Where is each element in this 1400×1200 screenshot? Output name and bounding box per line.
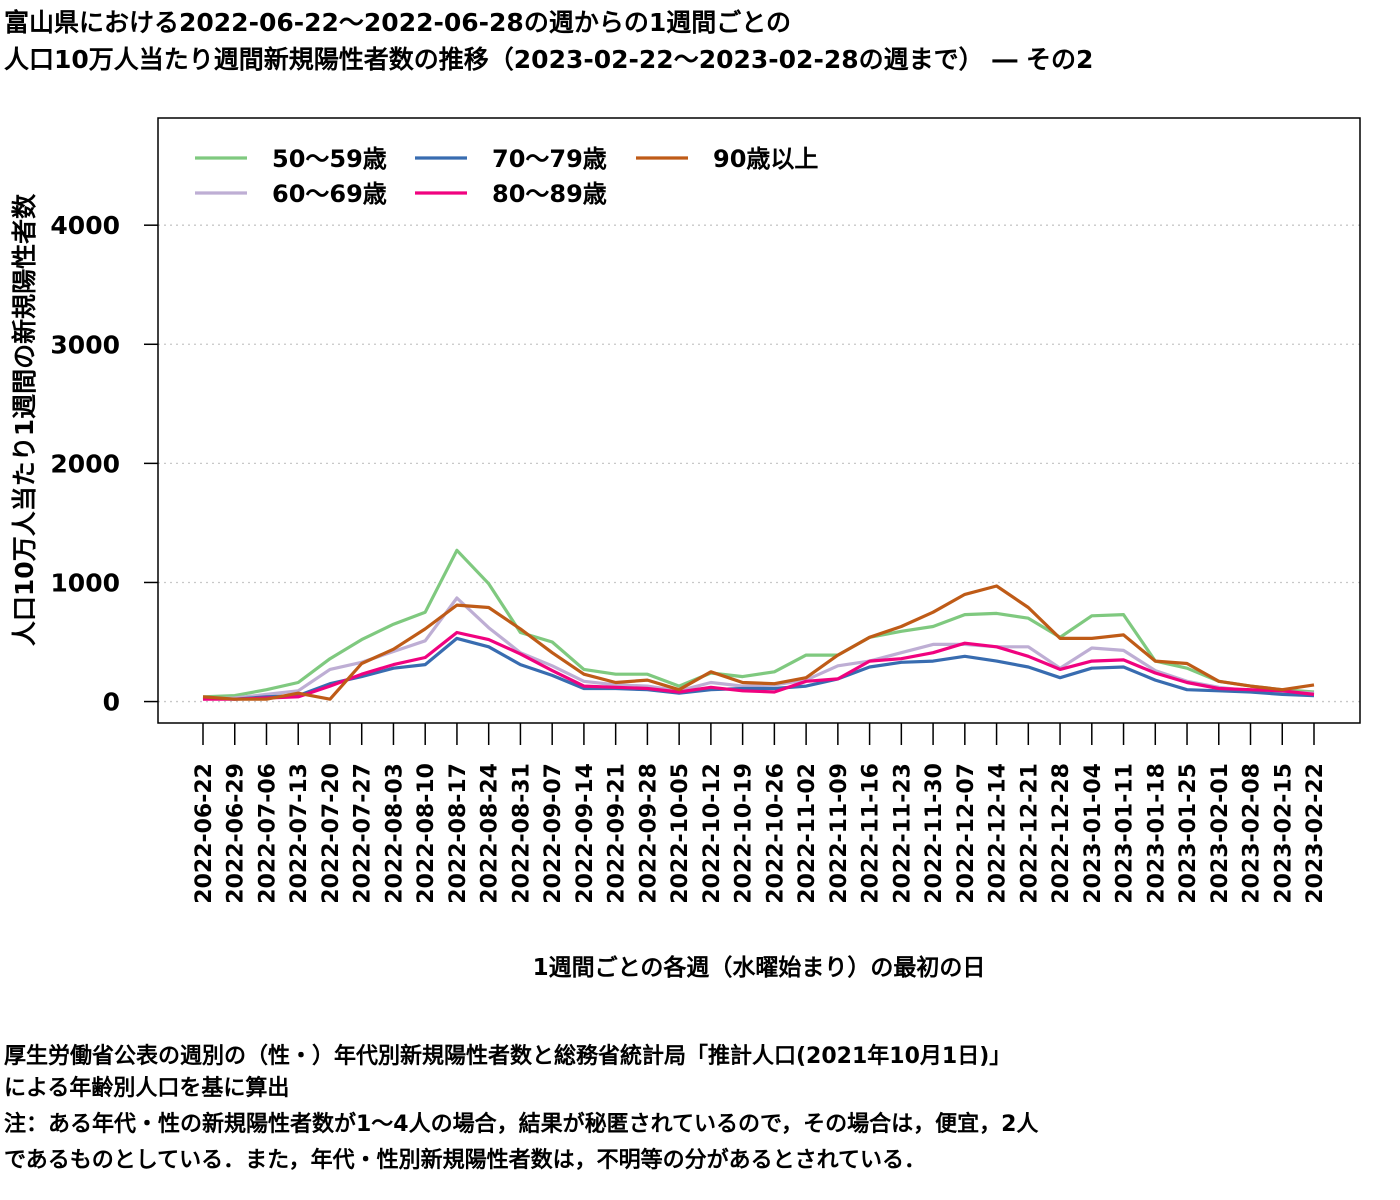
series-line	[202, 548, 1315, 699]
x-tick-label: 2022-07-13	[287, 763, 312, 904]
x-tick-label: 2022-12-07	[954, 763, 979, 904]
y-tick-label: 2000	[50, 449, 120, 478]
chart-title-line2: 人口10万人当たり週間新規陽性者数の推移（2023-02-22〜2023-02-…	[4, 45, 1094, 74]
x-tick-label: 2022-11-23	[890, 763, 915, 904]
x-axis: 2022-06-22 2022-06-29 2022-07-06 2022-07-13…	[192, 723, 1328, 904]
y-tick-label: 0	[103, 688, 120, 717]
x-tick-label: 2023-02-15	[1271, 763, 1296, 904]
x-tick-label: 2022-11-30	[922, 763, 947, 904]
x-tick-label: 2023-01-25	[1176, 763, 1201, 904]
x-tick-label: 2022-11-09	[827, 763, 852, 904]
x-tick-label: 2022-09-28	[636, 763, 661, 904]
plot-border	[157, 117, 1361, 724]
x-tick-label: 2022-07-27	[351, 763, 376, 904]
x-tick-label: 2022-11-16	[859, 763, 884, 904]
x-tick-label: 2022-10-26	[763, 763, 788, 904]
x-tick-label: 2022-08-31	[509, 763, 534, 904]
x-tick-label: 2022-11-02	[795, 763, 820, 904]
x-axis-label: 1週間ごとの各週（水曜始まり）の最初の日	[533, 954, 986, 981]
y-axis-label: 人口10万人当たり1週間の新規陽性者数	[10, 193, 39, 646]
x-tick-label: 2022-10-05	[668, 763, 693, 904]
x-tick-label: 2022-08-24	[478, 763, 503, 904]
x-tick-label: 2022-12-21	[1017, 763, 1042, 904]
footnote-line1: 注：ある年代・性の新規陽性者数が1〜4人の場合，結果が秘匿されているので，その場…	[4, 1112, 1039, 1137]
legend-label: 70〜79歳	[492, 145, 607, 173]
footnote-line2: であるものとしている．また，年代・性別新規陽性者数は，不明等の分があるとされてい…	[4, 1148, 927, 1173]
x-tick-label: 2022-12-14	[986, 763, 1011, 904]
x-tick-label: 2022-08-17	[446, 763, 471, 904]
x-tick-label: 2022-12-28	[1049, 763, 1074, 904]
legend-label: 50〜59歳	[272, 145, 387, 173]
x-tick-label: 2022-08-03	[382, 763, 407, 904]
legend-label: 80〜89歳	[492, 180, 607, 208]
legend-label: 60〜69歳	[272, 180, 387, 208]
x-tick-label: 2023-02-22	[1303, 763, 1328, 904]
x-tick-label: 2022-06-29	[224, 763, 249, 904]
source-note-line1: 厚生労働省公表の週別の（性・）年代別新規陽性者数と総務省統計局「推計人口(202…	[4, 1044, 1012, 1069]
x-tick-label: 2022-09-21	[605, 763, 630, 904]
x-tick-label: 2022-07-06	[255, 763, 280, 904]
x-tick-label: 2023-01-04	[1081, 763, 1106, 904]
x-tick-label: 2023-02-08	[1240, 763, 1265, 904]
x-tick-label: 2023-01-18	[1144, 763, 1169, 904]
chart-title-line1: 富山県における2022-06-22〜2022-06-28の週からの1週間ごとの	[4, 8, 791, 37]
series-lines	[202, 548, 1315, 701]
legend-label: 90歳以上	[713, 145, 818, 173]
x-tick-label: 2022-07-20	[319, 763, 344, 904]
source-note-line2: による年齢別人口を基に算出	[4, 1076, 290, 1101]
x-tick-label: 2022-10-19	[732, 763, 757, 904]
series-line	[203, 630, 1315, 701]
y-tick-label: 1000	[50, 568, 120, 597]
y-axis: 0 1000 2000 3000 4000	[50, 211, 158, 717]
x-tick-label: 2022-10-12	[700, 763, 725, 904]
legend: 50〜59歳 60〜69歳 70〜79歳 80〜89歳 90歳以上	[195, 145, 818, 208]
x-tick-label: 2022-08-10	[414, 763, 439, 904]
series-line	[202, 636, 1315, 701]
y-tick-label: 3000	[50, 330, 120, 359]
y-tick-label: 4000	[50, 211, 120, 240]
x-tick-label: 2022-09-14	[573, 763, 598, 904]
x-tick-label: 2023-02-01	[1208, 763, 1233, 904]
grid-lines	[158, 224, 1360, 703]
x-tick-label: 2022-06-22	[192, 763, 217, 904]
x-tick-label: 2023-01-11	[1113, 763, 1138, 904]
series-line	[202, 584, 1315, 701]
x-tick-label: 2022-09-07	[541, 763, 566, 904]
